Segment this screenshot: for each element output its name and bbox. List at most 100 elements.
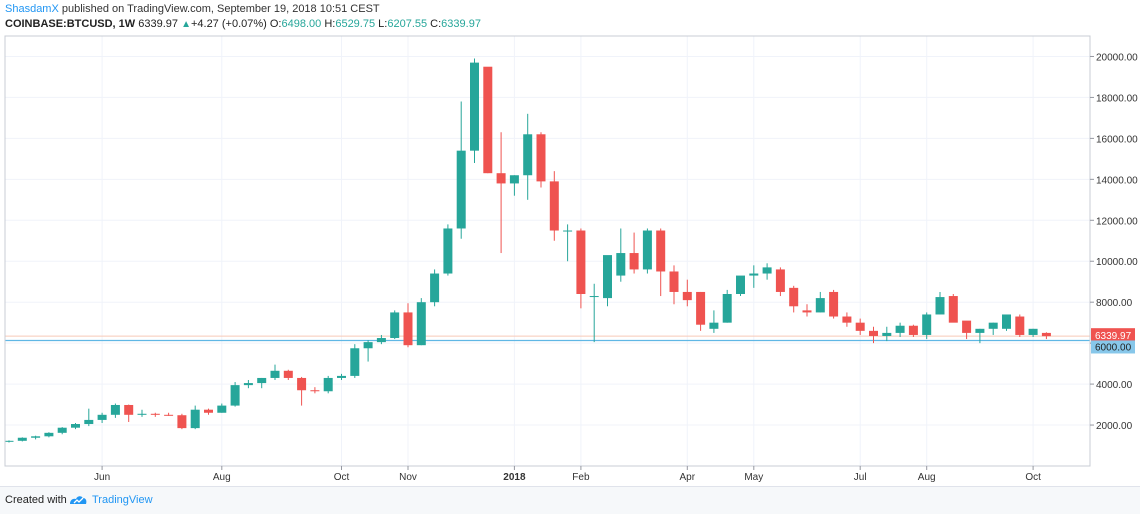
candle-body — [310, 390, 320, 392]
last-price: 6339.97 — [138, 18, 178, 30]
y-tick-label: 4000.00 — [1096, 380, 1133, 391]
candle-body — [762, 267, 772, 274]
candle-body — [882, 332, 892, 336]
candle-body — [137, 413, 147, 415]
candle-body — [97, 414, 107, 420]
candle-body — [802, 310, 812, 313]
candle-body — [908, 325, 918, 335]
support-tag — [1091, 340, 1135, 354]
y-tick-label: 18000.00 — [1096, 93, 1138, 104]
candle-body — [17, 437, 27, 441]
candle-body — [736, 275, 745, 294]
price-axis[interactable]: 2000.00 4000.00 6000.00 8000.00 10000.00 1200… — [1090, 52, 1138, 432]
candle-body — [669, 271, 679, 292]
close-label: C: — [430, 18, 442, 30]
candle-body — [948, 296, 958, 323]
candle-body — [456, 150, 466, 229]
x-tick-label: Aug — [918, 472, 936, 483]
candle-body — [869, 330, 878, 336]
y-tick-label: 8000.00 — [1096, 298, 1133, 309]
candle-body — [363, 342, 373, 349]
candle-body — [656, 230, 666, 272]
candle-body — [31, 436, 41, 438]
last-price-tag — [1091, 328, 1135, 343]
candle-body — [922, 314, 932, 335]
candle-body — [975, 328, 985, 333]
price-chart[interactable]: 2000.00 4000.00 6000.00 8000.00 10000.00 1200… — [0, 0, 1140, 486]
candle-body — [124, 404, 134, 415]
candle-body — [855, 322, 865, 331]
candle-body — [44, 432, 54, 437]
published-text: published on TradingView.com, September … — [58, 3, 380, 15]
tradingview-brand[interactable]: TradingView — [92, 494, 153, 506]
candle-body — [576, 230, 586, 294]
x-tick-label: Jul — [854, 472, 867, 483]
candle-body — [616, 253, 626, 276]
candle-body — [350, 348, 360, 376]
up-arrow-icon: ▲ — [181, 19, 191, 30]
close-value: 6339.97 — [441, 18, 481, 30]
candle-body — [323, 377, 333, 392]
candle-body — [257, 377, 267, 384]
candle-body — [84, 419, 94, 425]
candle-body — [829, 291, 839, 317]
candle-body — [895, 325, 905, 333]
candle-body — [164, 414, 174, 416]
candle-body — [749, 273, 759, 276]
x-tick-label: Apr — [680, 472, 696, 483]
grid-lines — [5, 36, 1090, 466]
x-tick-label: Aug — [213, 472, 231, 483]
candle-body — [337, 375, 346, 378]
candle-body — [57, 427, 67, 433]
reference-lines — [5, 335, 1090, 342]
candle-body — [4, 440, 14, 442]
tradingview-logo-icon[interactable] — [68, 493, 88, 507]
symbol-label: COINBASE:BTCUSD, 1W — [5, 18, 136, 30]
candle-body — [603, 255, 612, 299]
candle-body — [110, 404, 120, 415]
candle-body — [376, 338, 386, 343]
candle-body — [217, 405, 227, 413]
x-tick-label: 2018 — [503, 472, 526, 483]
candle-body — [297, 377, 307, 391]
y-tick-label: 10000.00 — [1096, 257, 1138, 268]
x-tick-label: May — [744, 472, 763, 483]
candle-body — [563, 230, 573, 232]
x-tick-label: Feb — [572, 472, 590, 483]
candle-body — [789, 287, 799, 307]
time-axis[interactable]: Jun Aug Oct Nov 2018 Feb Apr May Jul Aug Oct — [94, 466, 1041, 483]
candle-body — [243, 383, 253, 386]
high-label: H: — [324, 18, 336, 30]
candle-body — [1041, 332, 1051, 337]
candle-body — [1015, 316, 1025, 335]
candle-body — [642, 230, 652, 270]
x-tick-label: Jun — [94, 472, 110, 483]
x-tick-label: Oct — [334, 472, 350, 483]
author-link[interactable]: ShasdamX — [5, 3, 59, 15]
candle-body — [509, 175, 519, 184]
candle-body — [416, 302, 426, 346]
candle-body — [962, 320, 972, 333]
support-tag-label: 6000.00 — [1095, 342, 1132, 353]
candle-body — [523, 134, 533, 176]
candle-body — [988, 322, 998, 329]
candle-body — [470, 62, 479, 151]
candle-body — [629, 253, 639, 270]
candle-body — [815, 298, 825, 313]
change-value: +4.27 (+0.07%) — [190, 18, 267, 30]
candle-body — [696, 291, 706, 325]
plot-border — [4, 35, 1091, 467]
candle-body — [430, 273, 440, 303]
candle-body — [682, 291, 692, 301]
candle-body — [483, 66, 493, 174]
candle-body — [283, 370, 293, 378]
candle-body — [842, 316, 852, 323]
y-tick-label: 2000.00 — [1096, 421, 1133, 432]
high-value: 6529.75 — [335, 18, 376, 30]
x-tick-label: Nov — [399, 472, 417, 483]
candle-body — [270, 370, 280, 378]
candle-body — [935, 297, 945, 315]
candle-body — [589, 296, 599, 298]
publish-info: ShasdamX published on TradingView.com, S… — [5, 3, 380, 15]
open-value: 6498.00 — [281, 18, 322, 30]
